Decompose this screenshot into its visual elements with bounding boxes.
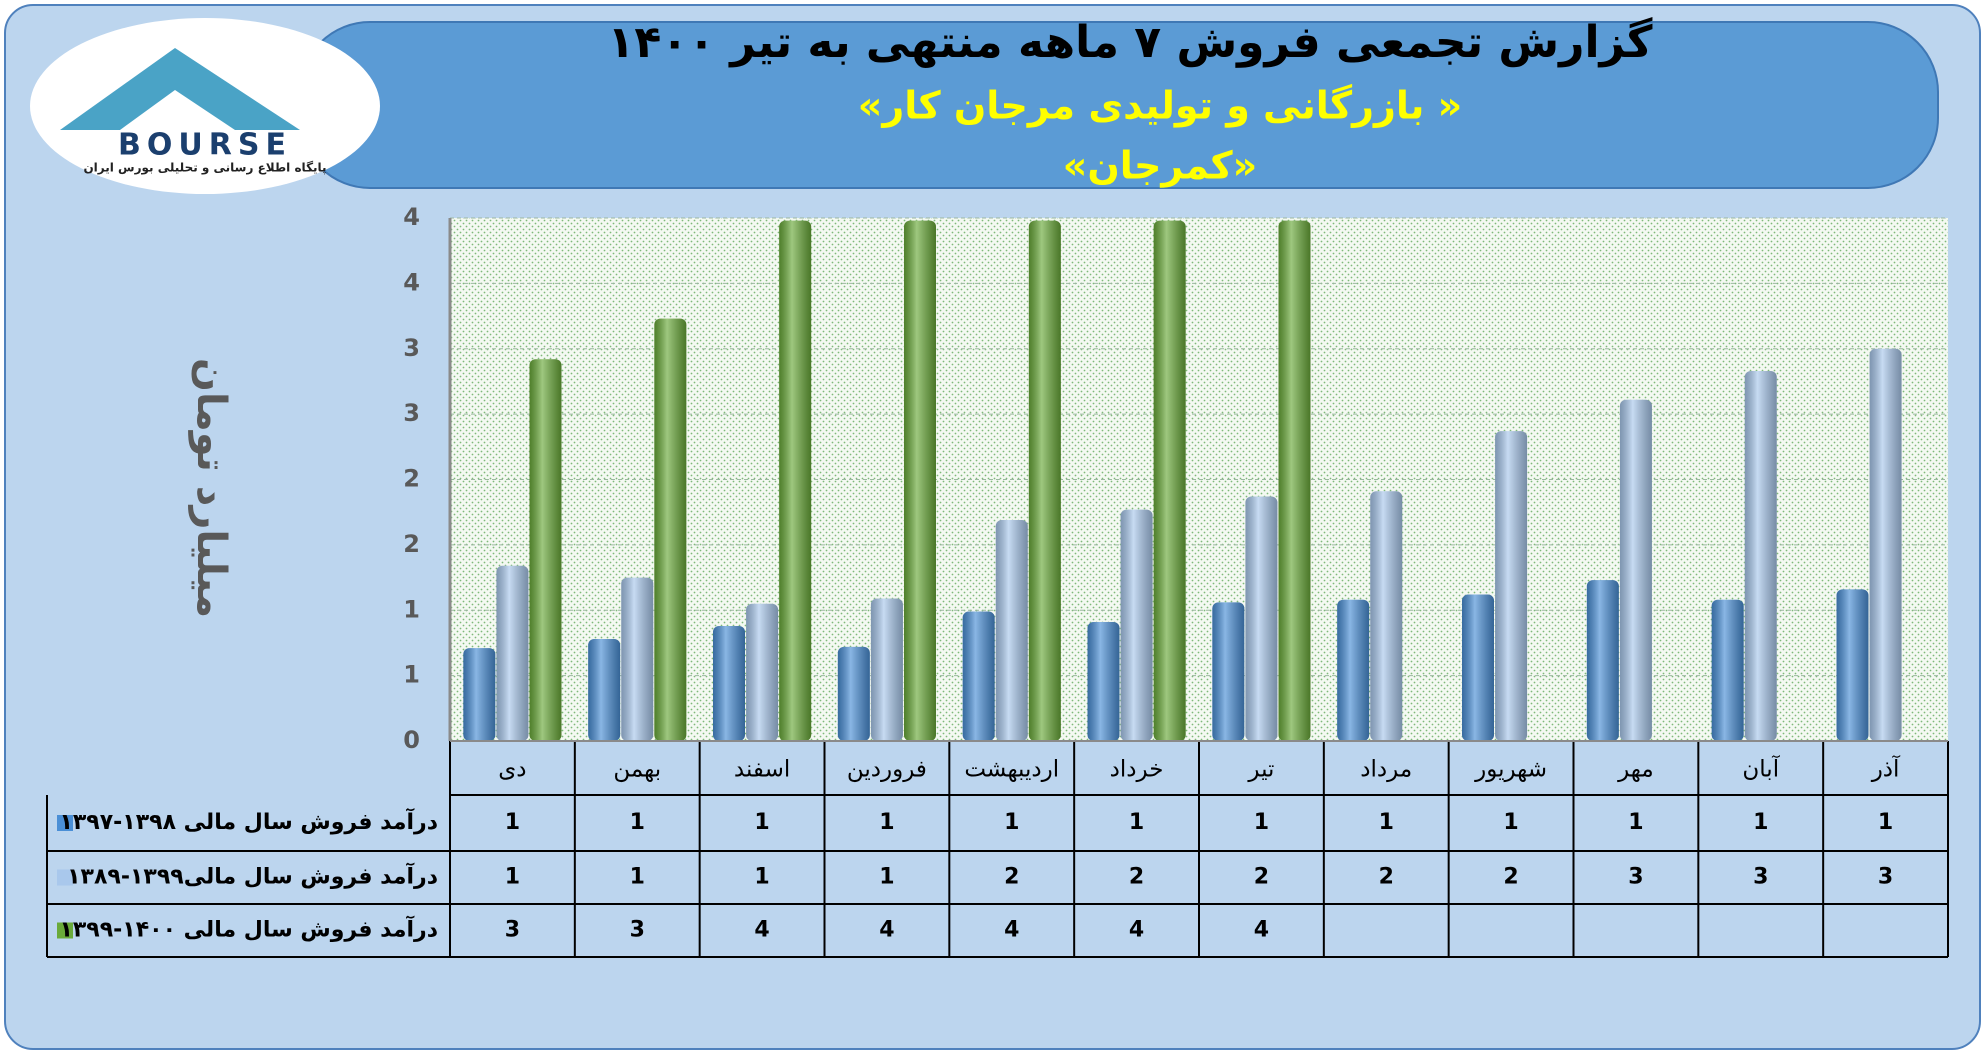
table-cell: 1 <box>1628 810 1643 835</box>
bar-shine <box>903 220 936 742</box>
logo-shape <box>60 48 300 130</box>
bar-shine <box>1153 220 1186 742</box>
legend-label: درآمد فروش سال مالی۱۳۹۹-۱۳۸۹ <box>67 862 438 890</box>
x-tick-label: مهر <box>1617 757 1654 783</box>
y-tick-label: 0 <box>403 726 420 754</box>
table-cell: 1 <box>1004 810 1019 835</box>
table-cell: 4 <box>1129 918 1144 943</box>
chart-subtitle: «بازرگانی و تولیدی مرجان کار » <box>858 84 1462 129</box>
x-tick-label: مرداد <box>1360 757 1412 783</box>
bar-shine <box>1028 220 1061 742</box>
table-cell: 2 <box>1004 865 1019 890</box>
table-cell: 3 <box>505 918 520 943</box>
x-tick-label: آبان <box>1742 755 1780 783</box>
y-tick-label: 3 <box>403 399 420 427</box>
x-tick-label: آذر <box>1871 755 1901 783</box>
table-cell: 1 <box>630 865 645 890</box>
table-cell: 3 <box>630 918 645 943</box>
logo-shape <box>120 90 235 130</box>
table-cell: 4 <box>1004 918 1019 943</box>
table-cell: 1 <box>505 865 520 890</box>
legend-swatch <box>57 815 73 831</box>
bar-shine <box>779 220 812 742</box>
table-cell: 1 <box>1129 810 1144 835</box>
bar-shine <box>1711 599 1744 741</box>
x-tick-label: شهریور <box>1474 757 1547 783</box>
y-tick-label: 2 <box>403 465 420 493</box>
bar-shine <box>588 639 621 741</box>
logo-caption: پایگاه اطلاع رسانی و تحلیلی بورس ایران <box>83 161 326 176</box>
table-cell: 4 <box>1254 918 1269 943</box>
bar-shine <box>463 648 496 741</box>
legend-swatch <box>57 869 73 886</box>
bar-shine <box>1586 580 1619 741</box>
x-tick-label: تیر <box>1247 757 1274 783</box>
table-cell: 2 <box>1503 865 1518 890</box>
bar-shine <box>746 603 779 741</box>
bar-shine <box>1087 622 1120 741</box>
bar-shine <box>1619 399 1652 741</box>
x-tick-label: خرداد <box>1110 757 1164 783</box>
table-cell: 1 <box>1878 810 1893 835</box>
table-cell: 1 <box>1753 810 1768 835</box>
table-cell: 3 <box>1628 865 1643 890</box>
table-cell: 1 <box>1503 810 1518 835</box>
legend-label: درآمد فروش سال مالی ۱۳۹۸-۱۳۹۷ <box>59 807 438 835</box>
table-cell: 3 <box>1753 865 1768 890</box>
table-cell: 1 <box>879 810 894 835</box>
bar-shine <box>621 577 654 741</box>
company-name: «کمرجان» <box>1063 144 1257 188</box>
y-tick-label: 1 <box>403 661 420 689</box>
table-cell: 2 <box>1129 865 1144 890</box>
bar-shine <box>496 565 529 741</box>
table-cell: 4 <box>754 918 769 943</box>
y-tick-label: 2 <box>403 530 420 558</box>
table-cell: 1 <box>505 810 520 835</box>
table-cell: 1 <box>754 810 769 835</box>
table-cell: 3 <box>1878 865 1893 890</box>
x-tick-label: بهمن <box>613 757 661 783</box>
y-tick-label: 4 <box>403 268 420 296</box>
table-cell: 1 <box>1379 810 1394 835</box>
legend-swatch <box>57 922 73 939</box>
chart-title: گزارش تجمعی فروش ۷ ماهه منتهی به تیر ۱۴۰… <box>608 16 1653 68</box>
bar-shine <box>1744 370 1777 741</box>
x-tick-label: اردیبهشت <box>964 757 1059 783</box>
y-tick-label: 3 <box>403 334 420 362</box>
table-cell: 2 <box>1379 865 1394 890</box>
table-cell: 1 <box>754 865 769 890</box>
table-cell: 4 <box>879 918 894 943</box>
bar-shine <box>1869 348 1902 741</box>
bar-shine <box>654 318 687 741</box>
bar-shine <box>962 611 995 741</box>
bar-shine <box>529 359 562 741</box>
bar-shine <box>1120 509 1153 741</box>
bar-shine <box>870 598 903 741</box>
bar-shine <box>1495 431 1528 741</box>
x-tick-label: اسفند <box>734 757 790 783</box>
logo-text: BOURSE <box>118 128 292 163</box>
y-axis-label: میلیارد تومان <box>188 358 234 618</box>
x-tick-label: دی <box>498 757 526 783</box>
table-cell: 1 <box>630 810 645 835</box>
legend-label: درآمد فروش سال مالی ۱۴۰۰-۱۳۹۹ <box>59 915 438 943</box>
bar-shine <box>995 520 1028 741</box>
bar-shine <box>1245 496 1278 741</box>
bar-shine <box>1836 589 1869 741</box>
bar-shine <box>837 646 870 741</box>
bar-shine <box>713 625 746 741</box>
table-cell: 1 <box>1254 810 1269 835</box>
bar-shine <box>1337 599 1370 741</box>
bar-shine <box>1462 594 1495 741</box>
y-tick-label: 4 <box>403 203 420 231</box>
table-cell: 2 <box>1254 865 1269 890</box>
bar-shine <box>1370 491 1403 741</box>
y-tick-label: 1 <box>403 595 420 623</box>
table-cell: 1 <box>879 865 894 890</box>
bar-shine <box>1278 220 1311 742</box>
x-tick-label: فروردین <box>847 757 927 783</box>
bar-shine <box>1212 602 1245 741</box>
